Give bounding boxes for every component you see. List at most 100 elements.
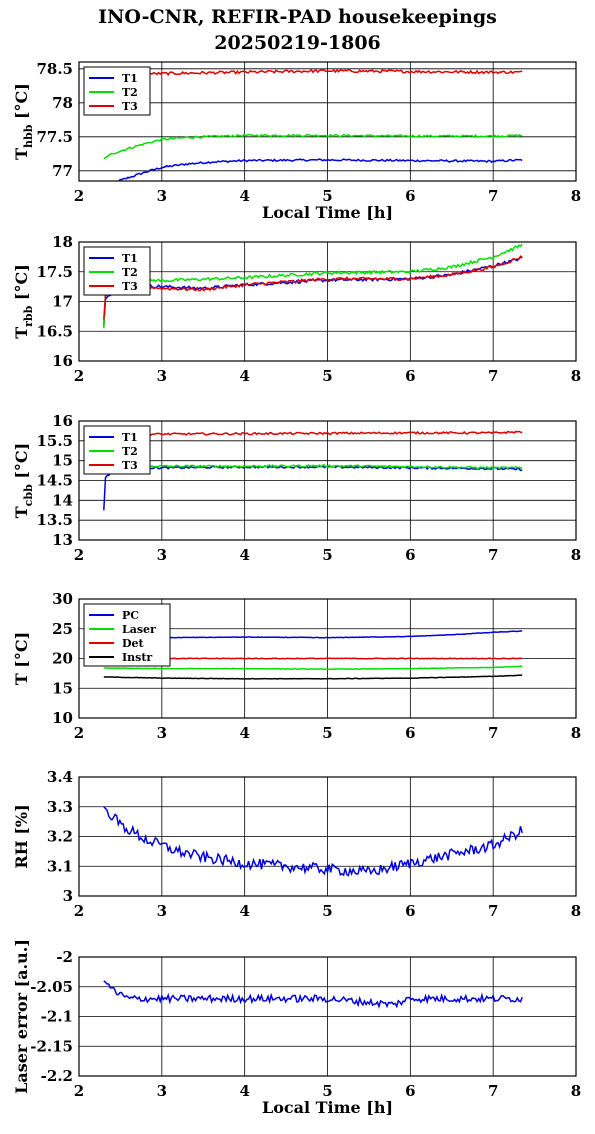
x-tick-label: 3: [157, 902, 167, 920]
x-tick-label: 2: [74, 902, 84, 920]
y-tick-label: 16: [52, 352, 73, 370]
x-tick-label: 2: [74, 187, 84, 205]
x-tick-label: 4: [239, 546, 249, 564]
x-tick-label: 5: [322, 902, 332, 920]
series-line-det: [103, 657, 523, 660]
x-tick-label: 7: [488, 367, 498, 385]
y-tick-label: 10: [52, 709, 73, 727]
x-tick-label: 5: [322, 367, 332, 385]
x-tick-label: 4: [239, 187, 249, 205]
x-tick-label: 7: [488, 902, 498, 920]
x-tick-label: 6: [405, 724, 415, 742]
x-tick-label: 2: [74, 367, 84, 385]
legend-label: T2: [122, 266, 138, 279]
x-tick-label: 4: [239, 367, 249, 385]
y-tick-label: 17.5: [36, 263, 73, 281]
series-line-laser: [103, 665, 523, 671]
y-tick-label: 78.5: [36, 60, 73, 78]
series-line-data: [103, 806, 523, 877]
y-tick-label: 3.2: [47, 828, 73, 846]
x-tick-label: 5: [322, 187, 332, 205]
x-tick-label: 2: [74, 1082, 84, 1100]
x-tick-label: 3: [157, 546, 167, 564]
series-line-t1: [103, 465, 523, 511]
x-tick-label: 4: [239, 1082, 249, 1100]
x-tick-label: 7: [488, 724, 498, 742]
x-tick-label: 8: [571, 902, 581, 920]
legend-label: T2: [122, 445, 138, 458]
legend-label: T3: [122, 459, 138, 472]
y-axis-label: T [°C]: [12, 632, 31, 685]
plot-frame: [78, 61, 577, 182]
y-tick-label: 16: [52, 412, 73, 430]
series-line-t1: [103, 256, 523, 326]
x-tick-label: 4: [239, 724, 249, 742]
x-tick-label: 2: [74, 724, 84, 742]
y-tick-label: 17: [52, 293, 73, 311]
plot-frame: [78, 241, 577, 362]
series-line-t1: [113, 158, 523, 181]
chart-panel-5: 2 3 4 5 6 7 833.13.23.33.4RH [%]: [12, 768, 581, 920]
x-tick-label: 3: [157, 724, 167, 742]
legend-label: T1: [122, 431, 138, 444]
x-tick-label: 8: [571, 1082, 581, 1100]
series-line-t2: [103, 133, 523, 160]
legend-label: PC: [122, 609, 139, 622]
y-axis-label: RH [%]: [12, 804, 31, 868]
y-axis-label: Laser error [a.u.]: [12, 939, 31, 1094]
y-axis-label: Trbb [°C]: [12, 264, 35, 339]
x-tick-label: 7: [488, 546, 498, 564]
series-line-pc: [103, 630, 523, 639]
x-axis-label: Local Time [h]: [262, 1098, 393, 1117]
y-tick-label: 77: [52, 162, 73, 180]
legend-label: T3: [122, 100, 138, 113]
x-tick-label: 8: [571, 367, 581, 385]
x-tick-label: 6: [405, 187, 415, 205]
x-tick-label: 4: [239, 902, 249, 920]
x-tick-label: 3: [157, 1082, 167, 1100]
x-tick-label: 6: [405, 902, 415, 920]
y-tick-label: 3.1: [47, 857, 73, 875]
y-tick-label: 25: [52, 620, 73, 638]
x-tick-label: 6: [405, 1082, 415, 1100]
series-line-t3: [103, 430, 523, 438]
y-tick-label: -2.1: [41, 1008, 73, 1026]
y-axis-label: Tcbb [°C]: [12, 443, 35, 518]
y-tick-label: 30: [52, 590, 73, 608]
legend-label: T2: [122, 86, 138, 99]
y-tick-label: 16.5: [36, 322, 73, 340]
y-tick-label: 20: [52, 650, 73, 668]
x-tick-label: 5: [322, 1082, 332, 1100]
series-line-instr: [103, 674, 523, 680]
x-tick-label: 2: [74, 546, 84, 564]
x-axis-label: Local Time [h]: [262, 203, 393, 222]
plot-frame: [78, 598, 577, 719]
x-tick-label: 7: [488, 187, 498, 205]
plot-frame: [78, 956, 577, 1077]
x-tick-label: 5: [322, 724, 332, 742]
y-tick-label: -2.15: [30, 1037, 73, 1055]
figure-title: INO-CNR, REFIR-PAD housekeepings 2025021…: [0, 4, 595, 56]
y-tick-label: 14.5: [36, 472, 73, 490]
series-line-t3: [103, 68, 523, 77]
y-tick-label: 3.4: [47, 768, 73, 786]
y-tick-label: -2: [56, 948, 73, 966]
y-tick-label: -2.05: [30, 978, 73, 996]
legend-label: Instr: [122, 651, 152, 664]
x-tick-label: 5: [322, 546, 332, 564]
plot-frame: [78, 776, 577, 897]
x-tick-label: 8: [571, 546, 581, 564]
y-tick-label: 15: [52, 452, 73, 470]
y-tick-label: 18: [52, 233, 73, 251]
legend-label: Laser: [122, 623, 156, 636]
series-line-t3: [103, 255, 523, 320]
y-tick-label: 78: [52, 94, 73, 112]
legend-label: T1: [122, 252, 138, 265]
y-tick-label: 13: [52, 531, 73, 549]
y-axis-label: Thbb [°C]: [12, 83, 35, 160]
